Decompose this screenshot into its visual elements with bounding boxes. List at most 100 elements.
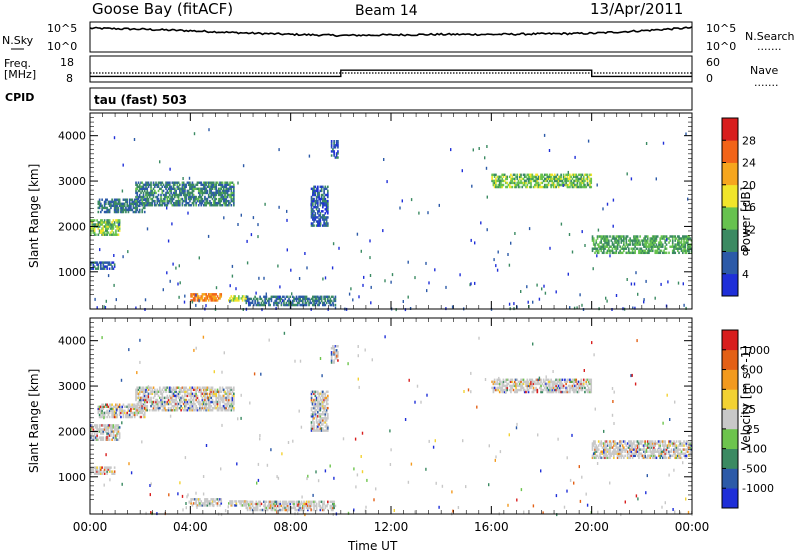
power-cell-9 [580, 185, 583, 189]
velocity-cell-2 [133, 405, 136, 409]
ytick-label-2: 3000 [58, 175, 86, 188]
velocity-cell-3 [169, 394, 171, 398]
velocity-cell-7 [317, 398, 319, 402]
velocity-cell-10 [599, 454, 601, 458]
velocity-cell-9 [525, 382, 527, 386]
velocity-cell-6 [289, 502, 292, 506]
power-cell-7 [320, 189, 323, 193]
velocity-cell-3 [172, 386, 175, 389]
velocity-cell-6 [305, 504, 308, 508]
power-cell-0 [92, 229, 95, 232]
velocity-cell-9 [536, 388, 539, 392]
velocity-cell-9 [579, 380, 581, 384]
velocity-cell-6 [256, 504, 259, 508]
velocity-cell-9 [529, 384, 531, 388]
power-speckle [584, 244, 586, 247]
power-speckle [207, 234, 210, 238]
power-cell-10 [646, 245, 649, 248]
power-cell-10 [656, 247, 659, 250]
power-cell-3 [229, 181, 231, 184]
velocity-cell-3 [197, 409, 200, 412]
power-cell-7 [323, 214, 325, 217]
power-cell-9 [547, 181, 550, 185]
power-cell-3 [140, 201, 142, 205]
velocity-cell-9 [505, 384, 507, 388]
power-cell-10 [616, 247, 619, 250]
power-cell-3 [164, 204, 166, 207]
power-cell-9 [495, 179, 497, 183]
velocity-cell-9 [500, 388, 502, 392]
velocity-cell-9 [586, 384, 589, 388]
power-cell-0 [117, 227, 120, 230]
velocity-cell-9 [515, 386, 517, 390]
velocity-cell-5 [235, 500, 238, 503]
velocity-cell-10 [611, 452, 614, 455]
power-cell-6 [279, 299, 282, 303]
velocity-cell-10 [633, 452, 635, 455]
power-cell-6 [312, 297, 314, 301]
velocity-cell-5 [231, 502, 234, 505]
power-cell-10 [636, 243, 639, 246]
power-cell-9 [540, 177, 542, 181]
velocity-cell-0 [117, 430, 120, 433]
velocity-cell-9 [530, 380, 532, 384]
velocity-cell-6 [304, 502, 307, 506]
power-cell-10 [639, 247, 641, 250]
power-cell-4 [194, 295, 196, 298]
power-cell-3 [195, 187, 197, 191]
power-cell-4 [192, 299, 195, 302]
velocity-cell-0 [117, 426, 120, 429]
velocity-cell-7 [314, 413, 317, 416]
velocity-cell-7 [323, 400, 325, 404]
velocity-cell-6 [255, 506, 258, 510]
velocity-cell-9 [526, 388, 529, 392]
power-cell-0 [97, 225, 100, 228]
velocity-cell-8 [334, 349, 337, 352]
power-cell-2 [111, 198, 113, 201]
velocity-cell-10 [618, 450, 620, 453]
velocity-cell-3 [201, 398, 204, 402]
power-cell-9 [497, 177, 500, 181]
power-cell-0 [97, 221, 100, 224]
power-cell-1 [111, 261, 113, 264]
power-cell-8 [337, 152, 339, 155]
power-cell-6 [333, 297, 335, 301]
velocity-cell-6 [265, 508, 268, 512]
power-cell-3 [197, 187, 200, 191]
power-cell-6 [317, 299, 319, 303]
power-cell-3 [187, 195, 190, 199]
power-speckle [348, 292, 351, 296]
power-cell-9 [510, 177, 512, 181]
power-cell-3 [161, 189, 164, 193]
power-cell-3 [179, 201, 181, 205]
power-cell-3 [156, 197, 159, 201]
colorbar-swatch-3 [722, 207, 738, 230]
velocity-cell-4 [201, 504, 204, 507]
power-cell-1 [102, 263, 105, 266]
velocity-cell-2 [128, 403, 131, 406]
power-cell-3 [177, 199, 180, 203]
velocity-cell-7 [314, 400, 317, 404]
velocity-cell-9 [581, 388, 584, 392]
power-cell-3 [135, 204, 137, 207]
power-cell-3 [230, 195, 233, 199]
power-cell-3 [150, 189, 152, 193]
power-cell-10 [673, 245, 675, 248]
velocity-cell-7 [320, 398, 323, 402]
velocity-cell-2 [107, 411, 110, 415]
velocity-cell-3 [230, 406, 233, 410]
power-cell-9 [497, 183, 500, 187]
velocity-cell-0 [115, 424, 117, 427]
power-cell-4 [196, 297, 199, 300]
velocity-cell-6 [255, 500, 258, 504]
power-cell-3 [195, 201, 197, 205]
power-cell-10 [633, 235, 635, 238]
velocity-cell-10 [634, 454, 636, 458]
velocity-cell-3 [225, 404, 228, 408]
velocity-cell-9 [550, 386, 552, 390]
velocity-cell-10 [603, 448, 605, 451]
velocity-cell-9 [537, 380, 540, 384]
velocity-cell-3 [141, 388, 144, 392]
power-cell-3 [212, 201, 215, 205]
power-cell-10 [616, 243, 619, 246]
